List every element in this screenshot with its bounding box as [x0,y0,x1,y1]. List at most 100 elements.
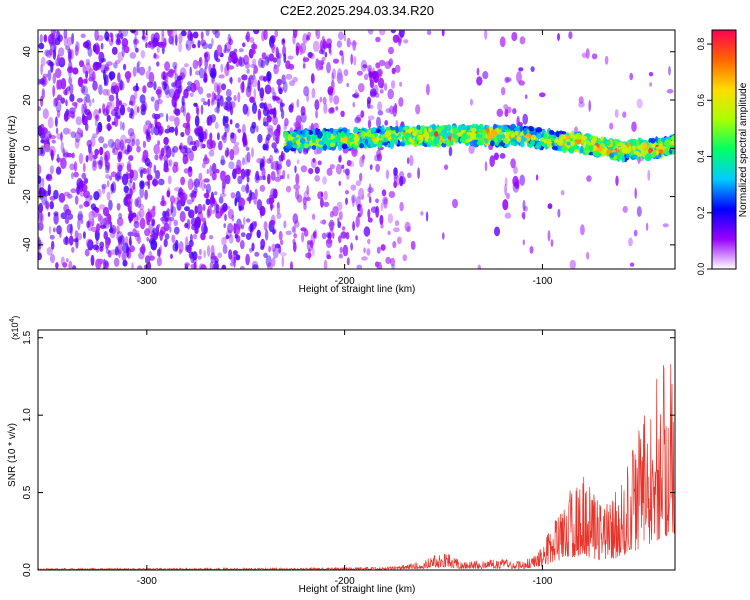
spectrogram-noise-cell [241,74,248,81]
spectrogram-noise-cell [229,262,235,267]
spectrogram-noise-cell [189,92,194,98]
spectrogram-signal-cell [346,132,351,138]
spectrogram-noise-cell [237,77,241,83]
spectrogram-noise-cell [323,201,330,207]
spectrogram-noise-cell [210,67,217,79]
spectrogram-noise-cell [49,201,54,210]
spectrogram-noise-cell [379,89,384,94]
spectrogram-noise-cell [369,91,377,98]
spectrogram-noise-cell [102,88,109,96]
spectrogram-noise-cell [381,189,387,197]
spectrogram-noise-cell [73,238,79,243]
spectrogram-noise-cell [96,126,100,135]
spectrogram-signal-cell [432,123,436,132]
spectrogram-noise-cell [70,131,77,139]
spectrogram-noise-cell [615,175,619,187]
spectrogram-noise-cell [84,123,89,131]
spectrogram-noise-cell [129,132,136,143]
spectrogram-noise-cell [38,202,44,214]
spectrogram-noise-cell [229,36,232,42]
spectrogram-noise-cell [214,82,219,93]
spectrogram-noise-cell [264,56,270,66]
spectrogram-noise-cell [218,196,224,204]
spectrogram-noise-cell [202,101,208,106]
spectrogram-noise-cell [306,36,310,41]
spectrogram-noise-cell [256,229,261,239]
spectrogram-noise-cell [205,183,211,195]
spectrogram-noise-cell [158,247,161,258]
spectrogram-noise-cell [127,200,133,213]
spectrogram-noise-cell [591,53,598,60]
spectrogram-signal-cell [526,137,531,142]
spectrogram-noise-cell [55,68,62,79]
spectrogram-noise-cell [139,186,145,199]
spectrogram-signal-cell [367,129,372,138]
spectrogram-noise-cell [350,53,354,65]
spectrogram-noise-cell [63,89,68,96]
spectrogram-noise-cell [210,114,216,123]
spectrogram-noise-cell [196,61,201,66]
spectrogram-noise-cell [38,187,43,199]
spectrogram-noise-cell [504,108,509,118]
spectrogram-noise-cell [92,244,99,251]
snr-y-ticks: 0.0 0.5 1.0 1.5 [22,330,675,577]
spectrogram-noise-cell [260,94,264,102]
spectrogram-noise-cell [216,44,223,56]
spectrogram-noise-cell [358,187,365,200]
spectrogram-noise-cell [499,153,506,159]
spectrogram-noise-cell [344,168,350,176]
spectrogram-noise-cell [209,261,214,269]
spectrogram-signal-cell [428,137,432,145]
spectrogram-noise-cell [569,259,576,269]
spectrogram-noise-cell [194,227,199,234]
spectrogram-noise-cell [174,226,180,235]
spectrogram-noise-cell [636,206,642,217]
spectrogram-noise-cell [98,108,102,114]
spectrogram-noise-cell [388,46,394,55]
spectrogram-noise-cell [149,208,156,218]
spectrogram-noise-cell [238,197,246,207]
spectrogram-noise-cell [296,194,303,203]
colorbar-tick-label: 0.8 [696,38,706,51]
spectrogram-noise-cell [308,168,314,175]
spectrogram-noise-cell [317,191,324,200]
spectrogram-noise-cell [363,247,366,254]
spectrogram-noise-cell [106,191,111,201]
spectrogram-noise-cell [175,34,178,46]
spectrogram-noise-cell [185,112,191,123]
spectrogram-noise-cell [99,241,105,249]
spectrogram-noise-cell [326,250,330,259]
colorbar-tick-label: 0.6 [696,94,706,107]
spectrogram-noise-cell [168,35,174,45]
spectrogram-noise-cell [69,93,75,103]
spectrogram-noise-cell [91,226,98,233]
spectrogram-noise-cell [135,138,140,147]
spectrogram-noise-cell [242,42,246,48]
spectrogram-noise-cell [668,66,671,76]
spectrogram-noise-cell [200,31,204,41]
spectrogram-noise-cell [130,109,135,120]
spectrogram-noise-cell [373,71,380,83]
spectrogram-noise-cell [185,43,189,49]
spectrogram-noise-cell [80,33,86,38]
spectrogram-noise-cell [311,247,315,257]
spectrogram-noise-cell [407,172,412,179]
spectrogram-signal-cell [413,140,418,148]
spectrogram-noise-cell [172,92,180,102]
spectrogram-noise-cell [106,180,110,188]
spectrogram-noise-cell [325,238,333,249]
spectrogram-noise-cell [367,217,373,223]
spectrogram-signal-cell [561,131,567,135]
spectrogram-noise-cell [188,150,194,162]
spectrogram-noise-cell [207,43,213,50]
spectrogram-noise-cell [270,35,276,44]
spectrogram-noise-cell [512,181,520,193]
spectrogram-noise-cell [201,179,206,191]
spectrogram-noise-cell [40,56,46,67]
spectrogram-noise-cell [192,31,199,39]
spectrogram-noise-cell [296,98,300,108]
spectrogram-signal-cell [536,141,542,150]
spectrogram-noise-cell [86,111,93,121]
spectrogram-noise-cell [117,164,123,172]
spectrogram-noise-cell [46,203,49,212]
